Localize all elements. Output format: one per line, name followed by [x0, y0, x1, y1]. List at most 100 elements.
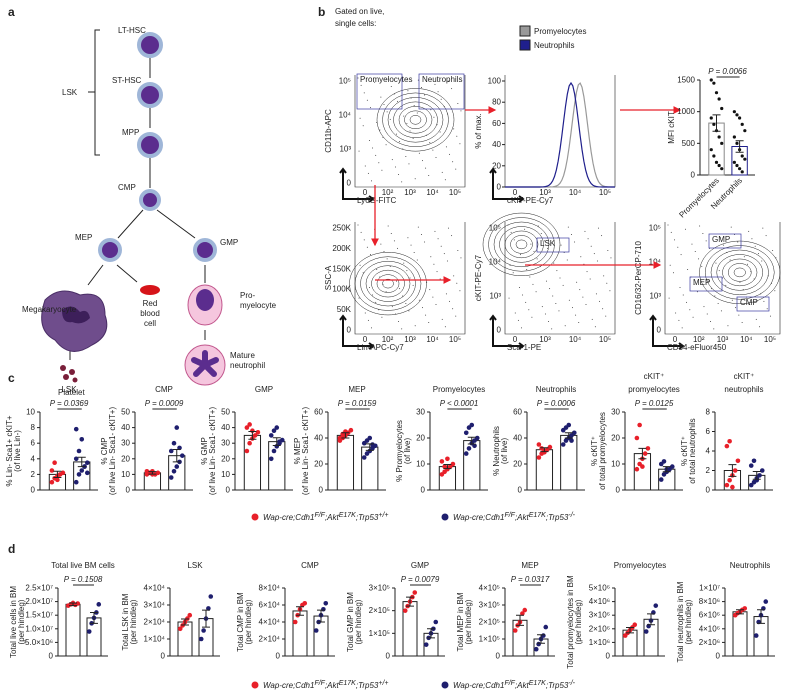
- dot: [757, 473, 762, 478]
- y-tick-label: 1×10⁶: [589, 638, 610, 647]
- event: [426, 134, 428, 136]
- y-axis-label: % GMP: [200, 437, 209, 465]
- event: [441, 318, 443, 320]
- dot: [292, 619, 298, 625]
- event: [457, 102, 459, 104]
- y-tick-label: 10: [416, 460, 425, 469]
- event: [429, 289, 431, 291]
- y-axis-label: Total GMP in BM: [346, 592, 355, 652]
- y-axis-label: (of live Lin- Sca1- cKIT+): [108, 407, 117, 496]
- contour: [398, 106, 433, 134]
- event: [359, 264, 361, 266]
- event: [358, 150, 360, 152]
- dot: [55, 477, 60, 483]
- event: [375, 301, 377, 303]
- event: [609, 290, 611, 292]
- x-tick-label: 0: [513, 335, 518, 344]
- x-tick-label: 10⁴: [740, 335, 753, 344]
- legend-part: -/-: [568, 680, 575, 687]
- contour: [482, 212, 561, 277]
- y-tick-label: 3×10⁵: [369, 584, 390, 593]
- x-axis-label: Lin-APC-Cy7: [357, 343, 404, 352]
- event: [436, 124, 438, 126]
- y-tick-label: 5×10⁶: [589, 584, 610, 593]
- event: [418, 152, 420, 154]
- event: [578, 322, 580, 324]
- legend-part: Wap-cre;Cdh1: [453, 681, 504, 690]
- dot: [720, 141, 724, 145]
- y-tick-label: 150K: [332, 264, 351, 273]
- dot: [348, 427, 354, 433]
- event: [380, 96, 382, 98]
- event: [444, 326, 446, 328]
- y-tick-label: 50: [121, 408, 130, 417]
- x-tick-label: 10³: [404, 335, 416, 344]
- chart-title: Neutrophils: [536, 385, 576, 394]
- event: [440, 98, 442, 100]
- event: [395, 280, 397, 282]
- axis-arrow: [489, 167, 525, 203]
- y-tick-label: 20: [221, 454, 230, 463]
- y-tick-label: 0: [691, 171, 696, 180]
- y-tick-label: 200K: [332, 244, 351, 253]
- gate-label: MEP: [693, 278, 710, 287]
- y-tick-label: 4×10⁴: [144, 584, 166, 593]
- event: [406, 123, 408, 125]
- event: [681, 327, 683, 329]
- event: [372, 294, 374, 296]
- y-axis-label: Total neutrophils in BM: [676, 581, 685, 662]
- p-value: P = 0.0125: [635, 399, 674, 408]
- event: [357, 224, 359, 226]
- label: MPP: [122, 128, 139, 137]
- y-tick-label: 50K: [337, 305, 352, 314]
- event: [376, 122, 378, 124]
- y-axis-label: Total MEP in BM: [456, 592, 465, 651]
- legend-part: ;Trp53: [356, 681, 379, 690]
- x-tick-label: 0: [363, 188, 368, 197]
- y-tick-label: 8: [706, 408, 711, 417]
- dot: [177, 626, 183, 632]
- y-axis-label: (of live Lin- Sca1- cKIT+): [301, 407, 310, 496]
- event: [363, 92, 365, 94]
- event: [553, 262, 555, 264]
- event: [371, 327, 373, 329]
- dot: [735, 458, 741, 464]
- event: [387, 225, 389, 227]
- dot: [423, 642, 429, 647]
- contour: [728, 263, 752, 282]
- x-tick-label: 0: [363, 335, 368, 344]
- p-value: P < 0.0001: [440, 399, 479, 408]
- y-tick-label: 20: [314, 460, 323, 469]
- gate-label: Promyelocytes: [360, 75, 412, 84]
- histogram: [505, 81, 615, 188]
- chart-title: cKIT⁺: [734, 372, 755, 381]
- dot: [724, 443, 730, 449]
- event: [748, 230, 750, 232]
- contour: [376, 274, 400, 293]
- event: [451, 88, 453, 90]
- event: [585, 304, 587, 305]
- event: [362, 125, 364, 127]
- dot: [247, 440, 252, 446]
- dot: [244, 448, 250, 454]
- x-tick-label: 10⁴: [569, 188, 582, 197]
- contour: [705, 245, 775, 300]
- dot: [174, 464, 180, 469]
- gate: [689, 276, 723, 292]
- y-tick-label: 1.0×10⁷: [25, 624, 53, 633]
- event: [576, 281, 578, 283]
- event: [699, 225, 701, 227]
- event: [594, 326, 596, 328]
- dot: [712, 122, 716, 126]
- y-tick-label: 500: [682, 139, 696, 148]
- event: [528, 309, 530, 311]
- gate: [418, 73, 465, 110]
- event: [560, 244, 562, 246]
- event: [437, 91, 439, 93]
- dot: [76, 448, 82, 454]
- dot: [735, 163, 739, 168]
- contour: [354, 256, 422, 311]
- error-bar: [516, 614, 524, 626]
- event: [398, 320, 400, 322]
- y-axis-label: Total LSK in BM: [121, 593, 130, 650]
